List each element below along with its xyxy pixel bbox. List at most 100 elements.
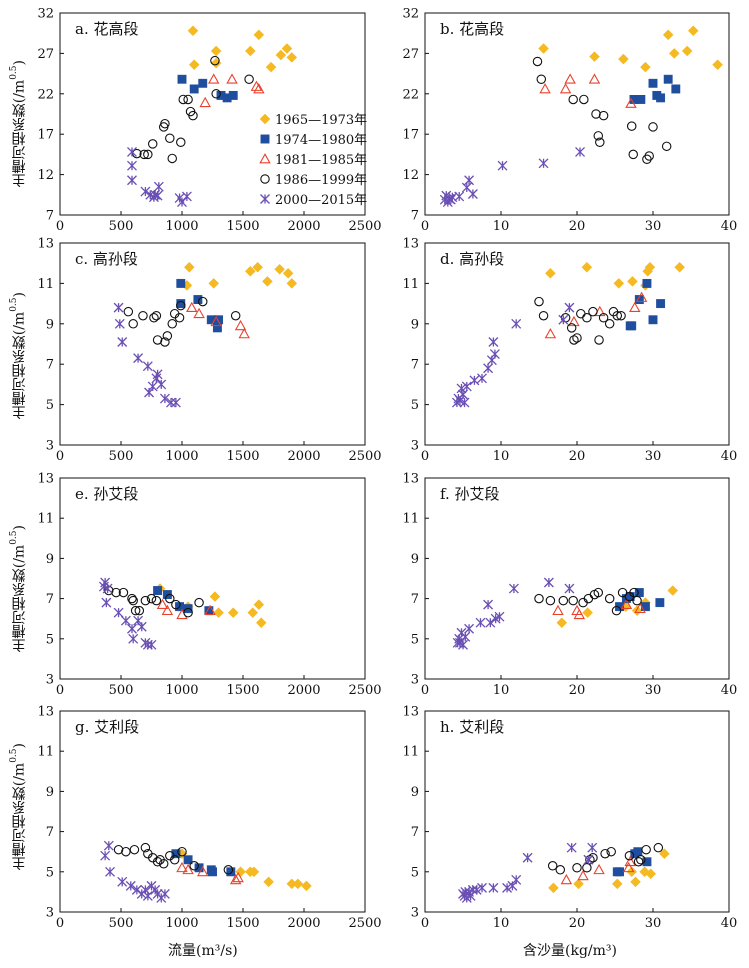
data-point bbox=[198, 78, 208, 88]
data-point bbox=[113, 302, 124, 313]
data-point bbox=[228, 90, 238, 100]
x-tick-label: 30 bbox=[645, 683, 662, 698]
data-point bbox=[471, 884, 482, 895]
data-point bbox=[244, 265, 256, 277]
series-1986—1999年 bbox=[534, 296, 626, 345]
series-1981—1985年 bbox=[539, 73, 637, 108]
y-tick-label: 7 bbox=[411, 825, 419, 840]
y-tick-label: 11 bbox=[37, 512, 54, 527]
data-point bbox=[253, 29, 265, 41]
data-point bbox=[229, 873, 242, 885]
data-point bbox=[252, 261, 263, 273]
data-point bbox=[456, 383, 467, 394]
data-point bbox=[156, 598, 169, 610]
data-point bbox=[568, 315, 580, 327]
plot-frame bbox=[424, 477, 730, 680]
data-point bbox=[589, 51, 600, 62]
data-point bbox=[627, 276, 638, 287]
data-point bbox=[146, 593, 157, 604]
data-point bbox=[454, 191, 465, 202]
data-point bbox=[598, 110, 609, 121]
data-point bbox=[564, 73, 576, 84]
series-1986—1999年 bbox=[132, 55, 254, 164]
y-tick-label: 5 bbox=[46, 865, 54, 880]
data-point bbox=[130, 605, 141, 616]
data-point bbox=[210, 45, 222, 57]
data-point bbox=[210, 55, 220, 66]
y-tick-label: 32 bbox=[402, 7, 419, 22]
data-point bbox=[635, 291, 648, 302]
y-tick-label: 5 bbox=[46, 398, 54, 413]
data-point bbox=[604, 593, 615, 604]
data-point bbox=[568, 94, 578, 105]
data-point bbox=[128, 595, 138, 606]
data-point bbox=[170, 397, 181, 408]
data-point bbox=[178, 94, 188, 105]
legend-label: 1981—1985年 bbox=[275, 153, 367, 168]
data-point bbox=[127, 623, 137, 634]
y-tick-label: 3 bbox=[411, 906, 419, 921]
data-point bbox=[582, 607, 593, 619]
data-point bbox=[103, 840, 114, 851]
data-point bbox=[188, 110, 198, 121]
data-point bbox=[114, 318, 125, 329]
data-point bbox=[139, 149, 149, 160]
data-point bbox=[674, 261, 685, 273]
data-point bbox=[630, 876, 641, 888]
x-tick-label: 20 bbox=[569, 449, 586, 464]
data-point bbox=[159, 393, 170, 404]
data-point bbox=[138, 310, 148, 321]
data-point bbox=[662, 29, 674, 41]
data-point bbox=[615, 867, 625, 877]
data-point bbox=[166, 397, 176, 408]
y-tick-label: 7 bbox=[411, 209, 419, 224]
x-tick-label: 2000 bbox=[287, 219, 320, 234]
data-point bbox=[640, 602, 650, 612]
x-tick-label: 40 bbox=[721, 219, 738, 234]
data-point bbox=[645, 868, 657, 880]
data-point bbox=[560, 873, 573, 885]
data-point bbox=[118, 587, 129, 598]
x-tick-label: 10 bbox=[493, 449, 510, 464]
data-point bbox=[461, 381, 472, 392]
data-point bbox=[545, 595, 556, 606]
x-tick-label: 30 bbox=[645, 449, 662, 464]
data-point bbox=[204, 604, 216, 616]
series-1965—1973年 bbox=[154, 583, 267, 629]
data-point bbox=[142, 361, 153, 372]
data-point bbox=[176, 300, 186, 311]
data-point bbox=[234, 319, 247, 331]
data-point bbox=[176, 278, 186, 288]
data-point bbox=[489, 349, 500, 360]
data-point bbox=[644, 151, 654, 161]
data-point bbox=[620, 598, 633, 610]
data-point bbox=[598, 312, 609, 323]
legend-marker bbox=[260, 174, 270, 184]
y-tick-label: 11 bbox=[402, 512, 419, 527]
x-tick-label: 20 bbox=[569, 219, 586, 234]
x-tick-label: 2500 bbox=[348, 449, 381, 464]
data-point bbox=[197, 865, 209, 877]
y-tick-label: 7 bbox=[46, 358, 54, 373]
series-1986—1999年 bbox=[532, 56, 672, 164]
data-point bbox=[230, 310, 241, 321]
series-1981—1985年 bbox=[560, 855, 636, 885]
x-tick-label: 0 bbox=[56, 219, 64, 234]
data-point bbox=[113, 607, 124, 618]
data-point bbox=[655, 598, 665, 608]
y-tick-label: 3 bbox=[411, 439, 419, 454]
data-point bbox=[656, 299, 666, 309]
xlabel-right: 含沙量(kg/m³) bbox=[523, 943, 617, 959]
series-1986—1999年 bbox=[113, 842, 234, 875]
data-point bbox=[568, 595, 578, 606]
data-point bbox=[153, 586, 163, 596]
panel-c: 0 500 1000 1500 2000 2500 3 5 7 9 11 13 c. 高孙段 bbox=[37, 237, 381, 465]
x-tick-label: 40 bbox=[721, 916, 738, 931]
data-point bbox=[458, 389, 468, 400]
data-point bbox=[641, 844, 651, 855]
y-tick-label: 11 bbox=[402, 277, 419, 292]
x-tick-label: 500 bbox=[109, 683, 134, 698]
xlabel-left: 流量(m³/s) bbox=[168, 943, 238, 959]
data-point bbox=[117, 876, 128, 887]
data-point bbox=[128, 633, 139, 644]
